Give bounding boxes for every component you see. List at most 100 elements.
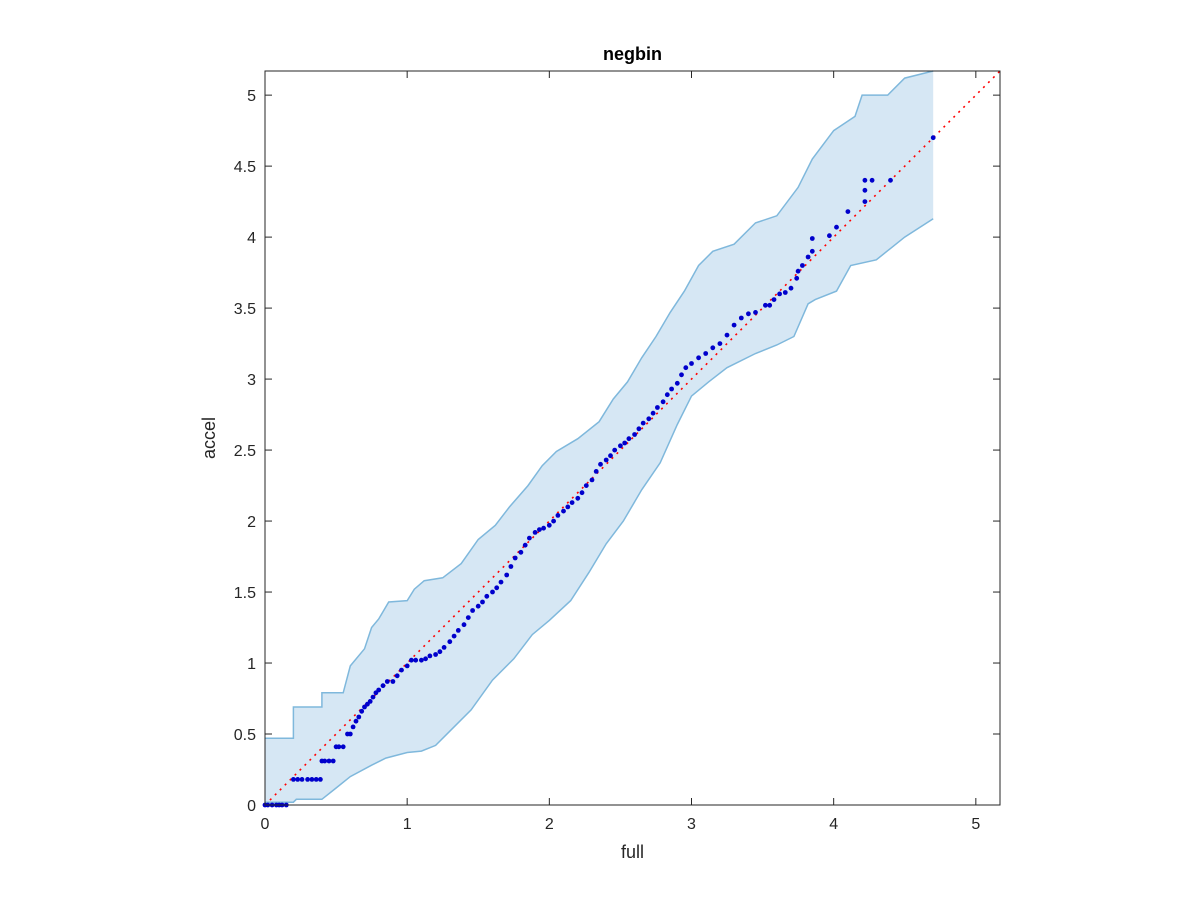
data-point xyxy=(800,263,805,268)
data-point xyxy=(455,628,461,633)
data-point xyxy=(541,525,546,531)
data-point xyxy=(753,310,758,315)
data-point xyxy=(309,777,315,782)
data-point xyxy=(475,603,481,609)
data-point xyxy=(575,495,581,501)
reference-line xyxy=(264,70,1001,806)
data-point xyxy=(447,639,453,645)
x-tick-label: 3 xyxy=(687,816,696,833)
data-point xyxy=(608,453,613,459)
data-point xyxy=(618,443,623,449)
data-point xyxy=(679,372,684,378)
data-point xyxy=(537,527,542,532)
data-point xyxy=(356,714,362,720)
data-point xyxy=(646,416,652,422)
data-point xyxy=(527,535,532,541)
y-tick-label: 3 xyxy=(247,372,256,389)
data-point xyxy=(689,361,694,366)
data-point xyxy=(322,758,328,764)
data-point xyxy=(565,504,571,510)
data-point xyxy=(291,777,296,782)
y-tick-label: 1.5 xyxy=(234,585,256,602)
data-point xyxy=(674,380,680,386)
chart-title: negbin xyxy=(603,44,662,64)
y-tick-label: 5 xyxy=(247,88,256,105)
data-point xyxy=(313,777,319,782)
x-tick-label: 1 xyxy=(403,816,412,833)
y-tick-label: 2 xyxy=(247,514,256,531)
data-point xyxy=(869,177,875,183)
y-tick-label: 0 xyxy=(247,798,256,815)
data-point xyxy=(589,477,595,483)
data-point xyxy=(318,777,323,782)
data-point xyxy=(522,542,528,548)
data-point xyxy=(433,652,438,657)
data-point xyxy=(551,518,556,524)
data-point xyxy=(353,718,359,724)
data-point xyxy=(480,599,485,605)
data-point xyxy=(490,589,495,595)
data-point xyxy=(767,302,773,308)
data-point xyxy=(696,355,701,361)
data-point xyxy=(484,593,490,599)
data-point xyxy=(390,679,396,684)
data-point xyxy=(326,758,332,764)
y-tick-label: 2.5 xyxy=(234,443,256,460)
data-point xyxy=(888,177,893,183)
data-point xyxy=(367,699,373,704)
y-tick-label: 3.5 xyxy=(234,301,256,318)
data-point xyxy=(809,236,815,241)
data-point xyxy=(508,564,514,569)
data-point xyxy=(561,508,566,514)
data-point xyxy=(583,483,589,488)
data-point xyxy=(512,555,518,561)
axes-box xyxy=(264,70,1001,806)
data-point xyxy=(738,315,744,321)
data-point xyxy=(504,572,510,578)
data-point xyxy=(845,209,851,215)
y-axis-label: accel xyxy=(199,417,219,459)
data-point xyxy=(655,405,660,410)
data-point xyxy=(710,345,716,351)
confidence-band-upper-edge xyxy=(265,70,934,740)
data-point xyxy=(782,290,788,295)
data-point xyxy=(827,233,832,239)
data-point xyxy=(612,447,618,453)
data-point xyxy=(603,457,609,463)
data-point xyxy=(794,275,800,281)
data-point xyxy=(350,724,356,730)
data-point xyxy=(423,656,428,662)
data-point xyxy=(470,608,475,613)
confidence-band-lower-edge xyxy=(265,218,934,803)
data-point xyxy=(376,687,382,693)
y-tick-label: 4 xyxy=(247,230,256,247)
data-point xyxy=(413,657,419,663)
data-point xyxy=(399,667,404,673)
data-point xyxy=(370,694,376,700)
data-point xyxy=(731,322,737,328)
data-point xyxy=(427,653,433,659)
data-point xyxy=(409,657,414,663)
data-point xyxy=(461,622,467,628)
data-point xyxy=(518,549,524,555)
x-tick-label: 0 xyxy=(261,816,270,833)
data-point xyxy=(809,248,815,254)
data-point xyxy=(384,679,390,684)
data-point xyxy=(336,744,342,750)
data-point xyxy=(498,579,504,585)
data-point xyxy=(305,777,310,782)
data-point xyxy=(347,731,353,737)
y-tick-label: 4.5 xyxy=(234,159,256,176)
data-point xyxy=(598,461,603,467)
data-point xyxy=(862,187,868,193)
data-point xyxy=(862,199,868,205)
data-point xyxy=(771,297,777,302)
data-point xyxy=(795,268,801,274)
data-point xyxy=(669,386,674,392)
data-point xyxy=(555,513,561,518)
data-point xyxy=(330,758,336,764)
data-point xyxy=(862,177,868,183)
data-point xyxy=(441,645,447,650)
data-point xyxy=(703,351,709,356)
